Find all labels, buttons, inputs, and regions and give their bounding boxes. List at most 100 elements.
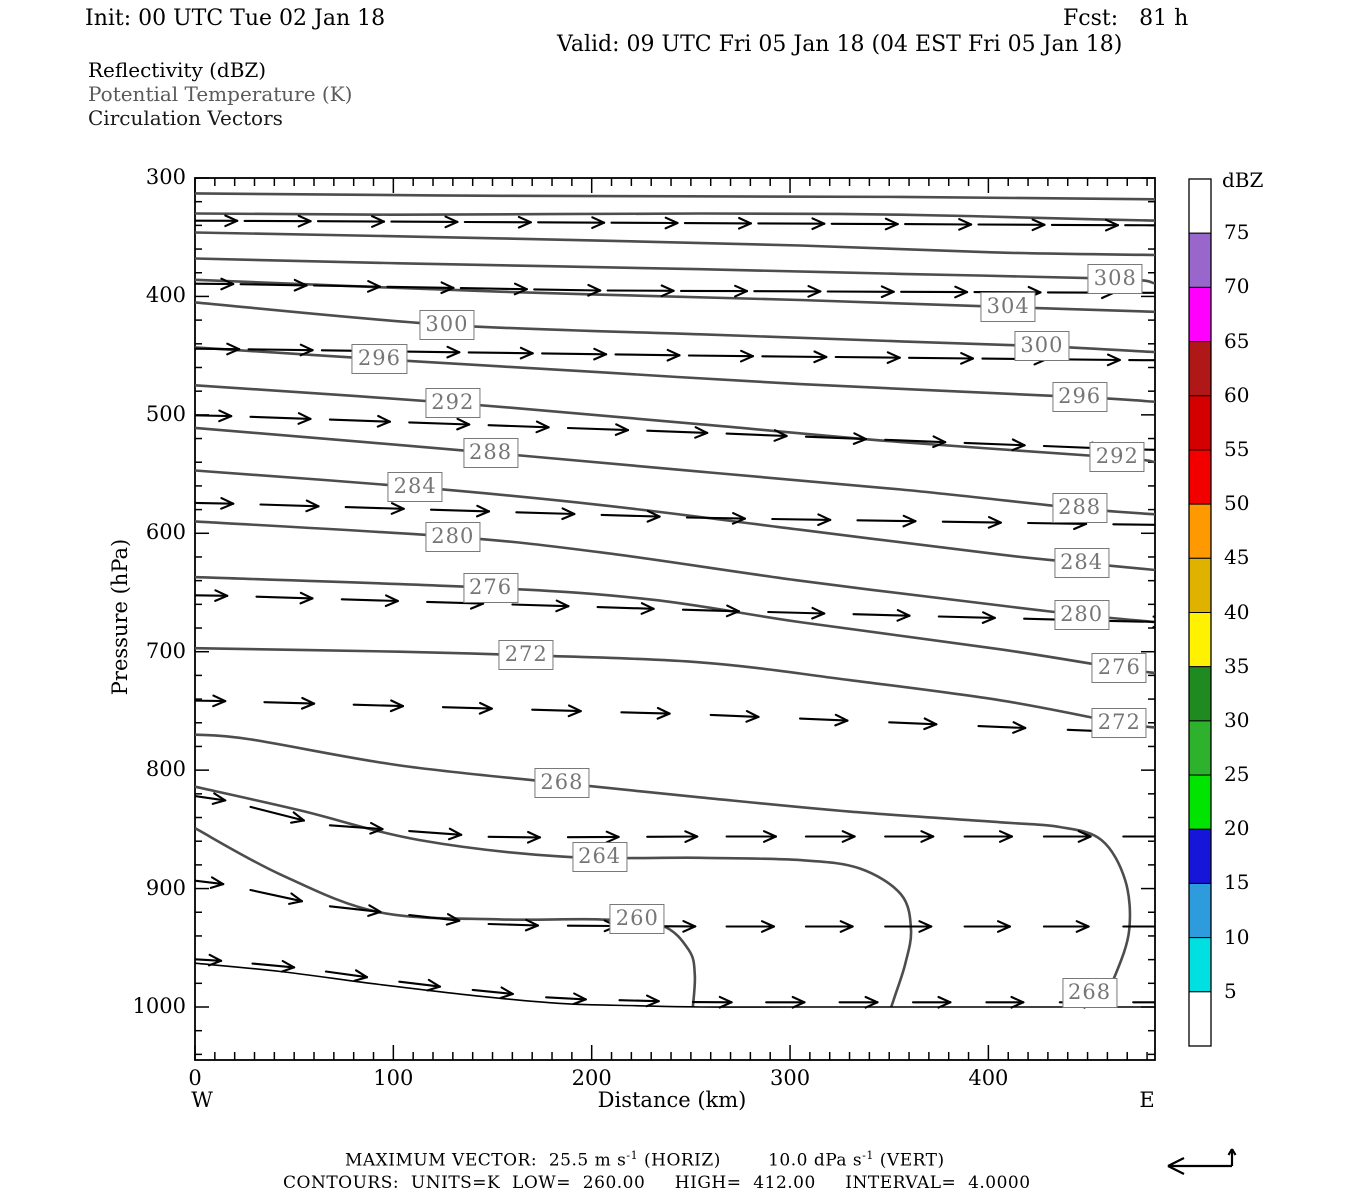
colorbar-segment <box>1188 937 1212 993</box>
isentrope-label-292: 292 <box>425 388 481 418</box>
isentrope-label-304: 304 <box>980 292 1036 323</box>
x-tick-label: 400 <box>968 1065 1009 1090</box>
vector-row-1 <box>195 277 1155 300</box>
isentrope-label-284: 284 <box>387 472 443 503</box>
colorbar-tick-label: 25 <box>1224 762 1250 787</box>
y-tick-label: 700 <box>145 638 186 663</box>
isentrope-label-296: 296 <box>1052 382 1108 413</box>
colorbar-tick-label: 35 <box>1224 653 1250 678</box>
y-tick-label: 900 <box>145 875 186 900</box>
isentrope-272K <box>195 646 1155 729</box>
isentrope-label-292: 292 <box>1089 442 1145 473</box>
colorbar-tick-label: 50 <box>1224 491 1250 516</box>
colorbar-segment <box>1188 612 1212 668</box>
circulation-vectors <box>195 214 1155 1009</box>
colorbar-segment <box>1188 286 1212 343</box>
isentrope-308K <box>195 257 1155 285</box>
x-tick-label: 300 <box>769 1065 811 1090</box>
colorbar-tick-label: 55 <box>1224 436 1250 461</box>
colorbar-tick-label: 10 <box>1224 924 1250 949</box>
colorbar-tick-label: 40 <box>1224 599 1250 624</box>
forecast-hour-label: Fcst: 81 h <box>1063 6 1189 31</box>
colorbar-tick-label: 75 <box>1224 220 1250 245</box>
colorbar-tick-label: 65 <box>1224 328 1250 353</box>
y-tick-label: 800 <box>145 757 186 782</box>
x-tick-label: 100 <box>373 1065 414 1090</box>
y-tick-label: 400 <box>145 283 186 308</box>
field-label-potential-temperature: Potential Temperature (K) <box>88 82 353 106</box>
x-tick-label: 200 <box>571 1065 612 1090</box>
isentrope-label-272: 272 <box>1091 707 1147 738</box>
isentrope-312K <box>195 231 1155 257</box>
y-tick-label: 1000 <box>132 994 186 1018</box>
vector-row-8 <box>195 876 1155 933</box>
colorbar-segment <box>1188 395 1212 451</box>
colorbar-segment <box>1188 178 1212 234</box>
colorbar-tick-label: 60 <box>1224 382 1250 407</box>
isentrope-284K <box>195 469 1155 572</box>
isentrope-label-284: 284 <box>1054 547 1110 578</box>
isentrope-292K <box>195 384 1155 464</box>
vector-row-4 <box>195 497 1155 531</box>
colorbar-tick-label: 30 <box>1224 707 1250 732</box>
colorbar-segment <box>1188 341 1212 397</box>
isentrope-label-276: 276 <box>1091 653 1147 684</box>
isentrope-label-264: 264 <box>572 841 628 872</box>
y-axis-title: Pressure (hPa) <box>107 538 132 696</box>
field-label-reflectivity: Reflectivity (dBZ) <box>88 58 267 82</box>
vector-row-3 <box>195 409 1155 455</box>
init-time-label: Init: 00 UTC Tue 02 Jan 18 <box>85 6 386 31</box>
isentrope-316K <box>195 212 1155 222</box>
vector-row-5 <box>195 589 1155 629</box>
colorbar-segment <box>1188 449 1212 505</box>
vector-row-6 <box>195 694 1116 738</box>
isentrope-label-268: 268 <box>1061 977 1118 1008</box>
colorbar <box>1188 178 1212 1047</box>
surface-line <box>195 962 1155 1008</box>
isentrope-280K <box>195 520 1155 624</box>
vector-row-9 <box>195 953 1155 1009</box>
colorbar-segment <box>1188 557 1212 613</box>
colorbar-segment <box>1188 882 1212 939</box>
isentrope-label-272: 272 <box>498 640 554 671</box>
isentrope-label-300: 300 <box>419 309 475 340</box>
west-label: W <box>191 1087 213 1112</box>
colorbar-segment <box>1188 666 1212 722</box>
isentrope-label-300: 300 <box>1014 331 1070 362</box>
max-vector-caption: MAXIMUM VECTOR: 25.5 m s-1 (HORIZ) 10.0 … <box>345 1149 945 1171</box>
east-label: E <box>1139 1087 1155 1112</box>
colorbar-segment <box>1188 720 1212 776</box>
colorbar-segment <box>1188 991 1212 1047</box>
colorbar-segment <box>1188 828 1212 884</box>
valid-time-label: Valid: 09 UTC Fri 05 Jan 18 (04 EST Fri … <box>557 32 1123 57</box>
isentrope-label-288: 288 <box>462 437 519 468</box>
colorbar-title: dBZ <box>1222 168 1264 192</box>
field-label-circulation-vectors: Circulation Vectors <box>88 106 283 130</box>
colorbar-tick-label: 15 <box>1224 870 1250 895</box>
isentrope-260K <box>195 827 697 1008</box>
vector-row-0 <box>195 214 1155 232</box>
isentrope-268K <box>195 733 1132 1008</box>
isentrope-320K <box>195 192 1155 201</box>
y-tick-label: 300 <box>145 165 186 189</box>
colorbar-segment <box>1188 232 1212 288</box>
colorbar-tick-label: 5 <box>1224 978 1237 1003</box>
reference-vector <box>1167 1148 1237 1175</box>
x-tick-label: 0 <box>188 1065 202 1090</box>
colorbar-tick-label: 70 <box>1224 274 1250 299</box>
isentrope-label-276: 276 <box>462 572 519 603</box>
isentrope-label-280: 280 <box>1054 600 1110 630</box>
colorbar-segment <box>1188 503 1212 559</box>
isentrope-label-280: 280 <box>425 521 481 552</box>
isentrope-label-308: 308 <box>1087 263 1143 294</box>
colorbar-tick-label: 20 <box>1224 816 1250 841</box>
isentrope-276K <box>195 575 1155 675</box>
plot-frame-and-ticks <box>194 177 1156 1061</box>
isentrope-label-296: 296 <box>351 344 407 375</box>
x-axis-title: Distance (km) <box>597 1087 747 1112</box>
colorbar-tick-label: 45 <box>1224 545 1250 570</box>
isentrope-288K <box>195 426 1155 516</box>
isentrope-label-268: 268 <box>534 768 590 799</box>
